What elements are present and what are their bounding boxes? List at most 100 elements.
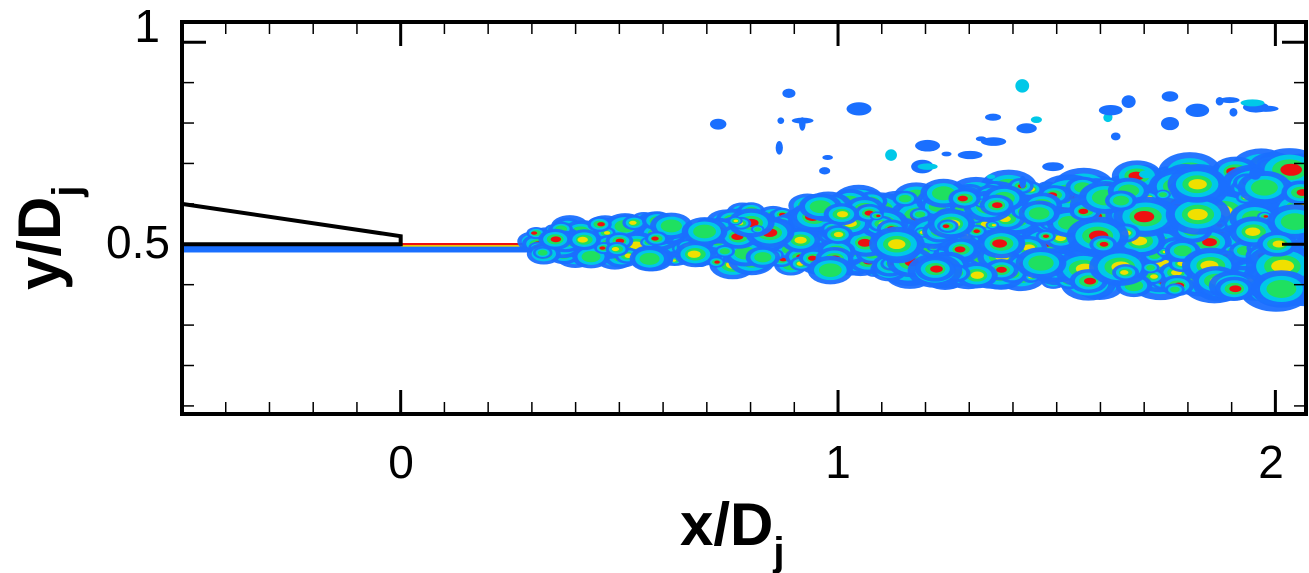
field-blob-core: [1188, 179, 1207, 190]
field-blob-core: [687, 250, 701, 258]
y-axis-label-sub: j: [45, 186, 89, 198]
field-blob-core: [603, 231, 611, 235]
field-blob-core: [597, 222, 605, 227]
field-blob: [818, 263, 842, 277]
field-blob-core: [1042, 234, 1050, 238]
field-blob-core: [970, 271, 984, 279]
field-fragment: [1160, 116, 1180, 131]
field-fragment: [1249, 167, 1262, 180]
field-blob-core: [930, 265, 943, 273]
y-tick-label-1: 1: [134, 0, 160, 52]
field-fragment: [775, 140, 783, 155]
field-blob-core: [991, 223, 997, 227]
plot-frame: [180, 20, 1308, 416]
x-tick-label-0: 0: [388, 436, 414, 488]
field-blob-core: [1245, 227, 1261, 236]
field-fragment: [1138, 170, 1153, 179]
field-blob-core: [1272, 240, 1286, 248]
field-blob-core: [973, 229, 980, 234]
field-fragment: [1016, 123, 1037, 134]
field-blob: [898, 194, 912, 203]
field-blob: [1251, 179, 1278, 196]
field-fragment: [1121, 95, 1136, 109]
field-blob-core: [651, 236, 659, 241]
field-blob-core: [794, 236, 807, 244]
field-blob-core: [531, 231, 538, 235]
field-blob-core: [611, 247, 620, 252]
field-fragment: [1215, 96, 1224, 106]
field-blob: [1158, 192, 1167, 198]
field-fragment: [1229, 108, 1238, 117]
field-fragment: [846, 102, 872, 116]
field-fragment: [1030, 116, 1042, 124]
field-blob-core: [1296, 189, 1306, 196]
field-blob: [581, 251, 601, 263]
field-fragment: [782, 88, 796, 99]
field-blob-core: [1134, 210, 1155, 223]
field-blob-core: [599, 246, 606, 250]
field-fragment: [885, 149, 897, 161]
field-fragment: [1161, 91, 1179, 102]
field-blob-core: [807, 255, 818, 261]
field-blob: [660, 219, 682, 233]
field-fragment: [1019, 175, 1027, 189]
field-blob-core: [1280, 163, 1302, 176]
x-axis-label: x/Dj: [680, 491, 785, 573]
field-blob-core: [1084, 277, 1097, 285]
field-blob-core: [1150, 274, 1158, 279]
field-blob-core: [733, 219, 739, 223]
field-blob-core: [991, 202, 1003, 209]
field-blob-core: [714, 260, 720, 264]
field-blob-core: [1271, 259, 1295, 273]
field-blob: [693, 224, 717, 239]
field-blob-core: [550, 236, 562, 243]
field-blob-core: [996, 266, 1007, 273]
field-fragment: [941, 151, 952, 157]
field-fragment: [1098, 105, 1123, 116]
field-blob-core: [857, 238, 872, 247]
y-tick-label-0-5: 0.5: [106, 216, 170, 268]
field-fragment: [917, 163, 938, 170]
shear-layer-base: [182, 245, 532, 253]
field-fragment: [980, 137, 1007, 146]
y-axis-label-main: y/D: [6, 197, 73, 290]
field-blob: [1028, 207, 1050, 220]
x-axis-label-main: x/D: [680, 491, 773, 558]
field-blob: [1146, 265, 1156, 271]
field-blob-core: [629, 220, 637, 225]
field-blob: [914, 211, 926, 218]
field-blob-core: [954, 246, 966, 253]
field-blob-core: [833, 231, 844, 238]
field-fragment: [819, 167, 831, 175]
field-blob: [1028, 255, 1054, 271]
field-blob-core: [1229, 285, 1242, 293]
field-blob-core: [629, 241, 643, 249]
field-blob-core: [1099, 241, 1109, 247]
field-fragment: [957, 150, 983, 160]
field-blob-core: [888, 239, 906, 250]
field-blob-core: [992, 239, 1008, 248]
mixing-layer-field: [182, 79, 1306, 312]
axis-ticks: [181, 22, 1306, 414]
field-blob: [1173, 245, 1192, 257]
field-fragment: [985, 113, 1002, 121]
field-blob: [1113, 195, 1130, 206]
field-blob-core: [1263, 215, 1269, 218]
y-axis-label: y/Dj: [6, 186, 89, 291]
field-fragment: [1015, 79, 1030, 93]
field-blob: [537, 249, 548, 256]
field-fragment: [915, 139, 941, 152]
x-tick-label-1: 1: [825, 436, 851, 488]
field-fragment: [1240, 99, 1265, 107]
x-tick-label-2: 2: [1258, 436, 1284, 488]
field-blob-core: [876, 214, 881, 218]
field-fragment: [709, 118, 727, 130]
field-fragment: [822, 154, 833, 160]
nozzle-lip: [181, 201, 403, 247]
field-blob-core: [1187, 208, 1208, 221]
field-blob-core: [942, 224, 950, 229]
field-blob-core: [577, 236, 588, 243]
field-blob: [1280, 213, 1306, 231]
field-blob: [754, 227, 762, 232]
